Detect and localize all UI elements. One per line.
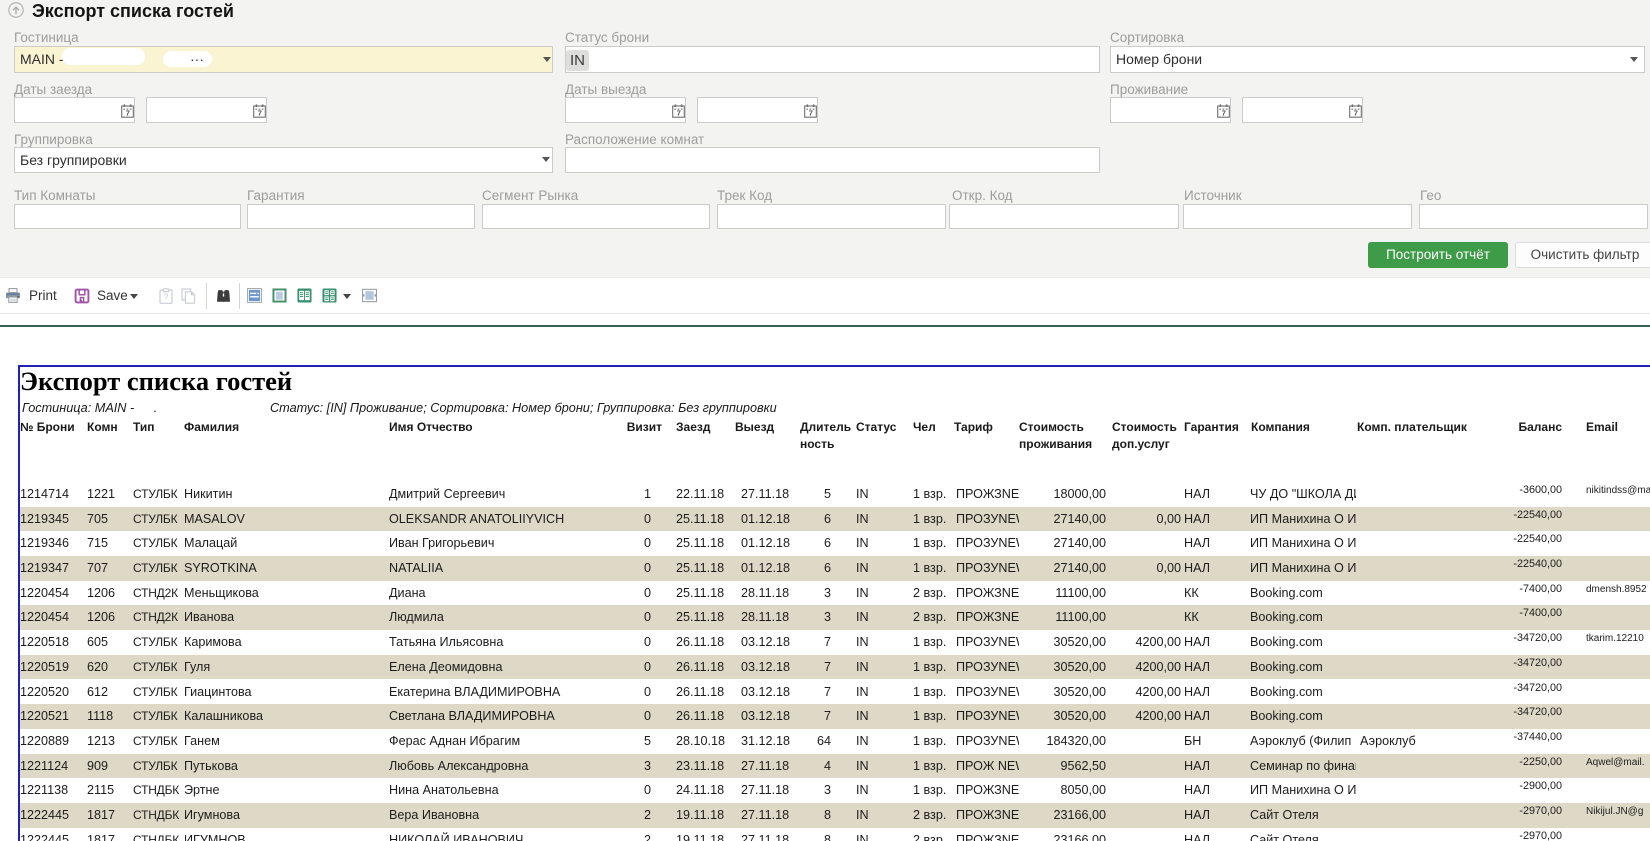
svg-text:7: 7	[1354, 109, 1358, 118]
svg-text:7: 7	[126, 109, 130, 118]
svg-text:7: 7	[809, 109, 813, 118]
svg-text:7: 7	[677, 109, 681, 118]
svg-text:7: 7	[258, 109, 262, 118]
svg-text:?: ?	[164, 292, 169, 302]
svg-text:7: 7	[1222, 109, 1226, 118]
